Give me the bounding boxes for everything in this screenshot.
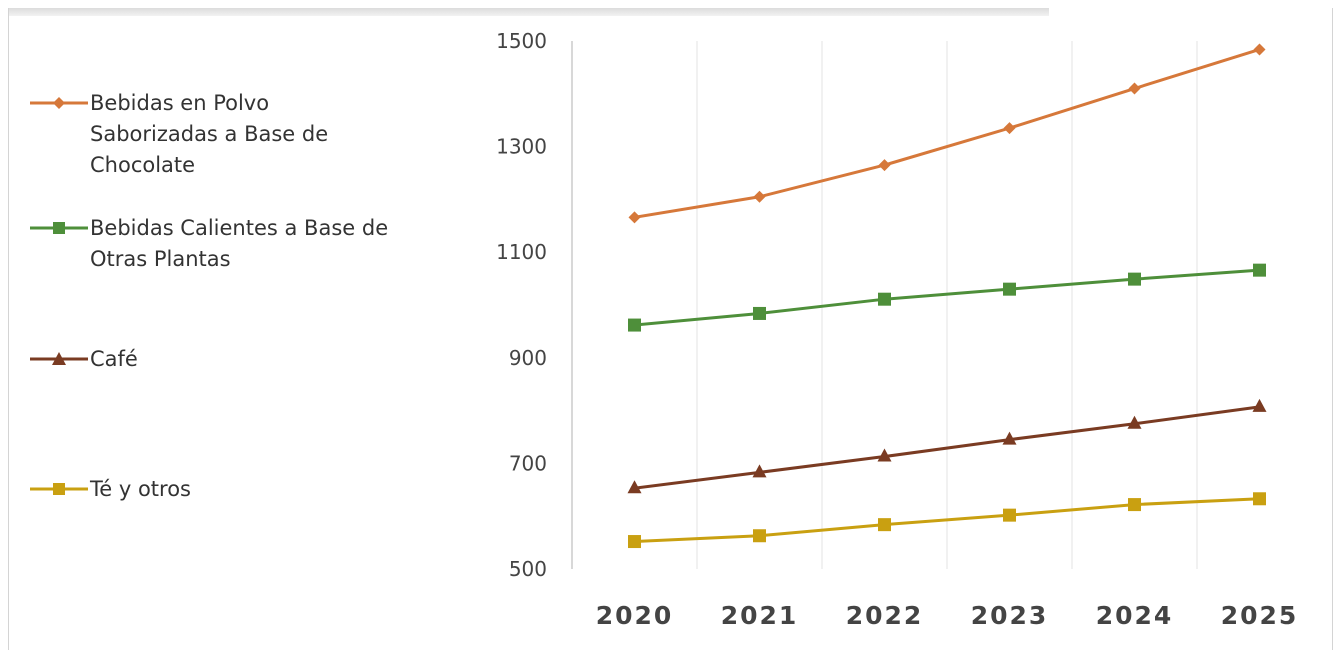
data-point-diamond <box>628 211 641 224</box>
data-point-square <box>628 318 641 332</box>
data-point-diamond <box>1003 122 1016 135</box>
chart-frame <box>8 8 1333 650</box>
y-tick-label: 1500 <box>496 29 547 53</box>
chart-legend: Bebidas en Polvo Saborizadas a Base de C… <box>30 0 470 650</box>
series-markers <box>627 43 1267 549</box>
diamond-marker-icon <box>53 97 65 109</box>
legend-label-te: Té y otros <box>90 477 192 501</box>
legend-label-cafe: Café <box>90 347 138 371</box>
legend-entry-chocolate: Bebidas en Polvo Saborizadas a Base de C… <box>30 88 328 181</box>
data-point-square <box>1253 263 1266 277</box>
data-point-square <box>1003 508 1016 522</box>
data-point-square <box>1003 282 1016 296</box>
x-tick-label: 2024 <box>1096 601 1174 630</box>
cropped-title-strip <box>9 8 1049 16</box>
data-point-square <box>878 518 891 532</box>
legend-entry-te: Té y otros <box>30 474 191 505</box>
x-tick-label: 2021 <box>721 601 799 630</box>
data-point-diamond <box>878 159 891 172</box>
data-point-square <box>628 535 641 549</box>
series-line-1 <box>634 268 1260 327</box>
x-tick-label: 2022 <box>846 601 924 630</box>
data-point-triangle <box>1252 398 1267 412</box>
data-point-square <box>1253 492 1266 506</box>
data-point-square <box>1128 498 1141 512</box>
axes: 500 700 900 1100 1300 1500 2020 2021 2022 2023 202… <box>496 29 1299 630</box>
series-line-2 <box>634 405 1260 490</box>
legend-swatch-cafe <box>30 352 88 365</box>
data-point-square <box>1128 272 1141 286</box>
series-lines <box>634 48 1260 544</box>
data-point-diamond <box>1128 82 1141 95</box>
legend-entry-otras-plantas: Bebidas Calientes a Base de Otras Planta… <box>30 213 388 275</box>
square-marker-icon <box>53 483 65 495</box>
legend-label-chocolate: Bebidas en Polvo Saborizadas a Base de C… <box>90 91 329 177</box>
legend-swatch-otras-plantas <box>30 222 88 234</box>
data-point-diamond <box>753 190 766 203</box>
x-tick-label: 2020 <box>596 601 674 630</box>
data-point-triangle <box>627 480 642 494</box>
data-point-triangle <box>877 448 892 462</box>
gridlines <box>696 41 1198 569</box>
data-point-triangle <box>1127 415 1142 429</box>
x-tick-label: 2023 <box>971 601 1049 630</box>
data-point-triangle <box>752 464 767 478</box>
square-marker-icon <box>53 222 65 234</box>
legend-label-otras-plantas: Bebidas Calientes a Base de Otras Planta… <box>90 216 389 271</box>
data-point-diamond <box>1253 43 1266 56</box>
data-point-square <box>753 529 766 543</box>
y-tick-label: 1100 <box>496 240 547 264</box>
legend-entry-cafe: Café <box>30 344 138 375</box>
series-line-0 <box>634 48 1260 219</box>
legend-swatch-te <box>30 483 88 495</box>
triangle-marker-icon <box>52 352 66 365</box>
y-tick-label: 500 <box>509 557 547 581</box>
y-tick-label: 900 <box>509 346 547 370</box>
y-tick-label: 700 <box>509 451 547 475</box>
data-point-square <box>753 306 766 320</box>
legend-swatch-chocolate <box>30 97 88 109</box>
series-line-3 <box>634 497 1260 544</box>
data-point-square <box>878 292 891 306</box>
x-tick-label: 2025 <box>1221 601 1299 630</box>
y-tick-label: 1300 <box>496 135 547 159</box>
data-point-triangle <box>1002 431 1017 445</box>
